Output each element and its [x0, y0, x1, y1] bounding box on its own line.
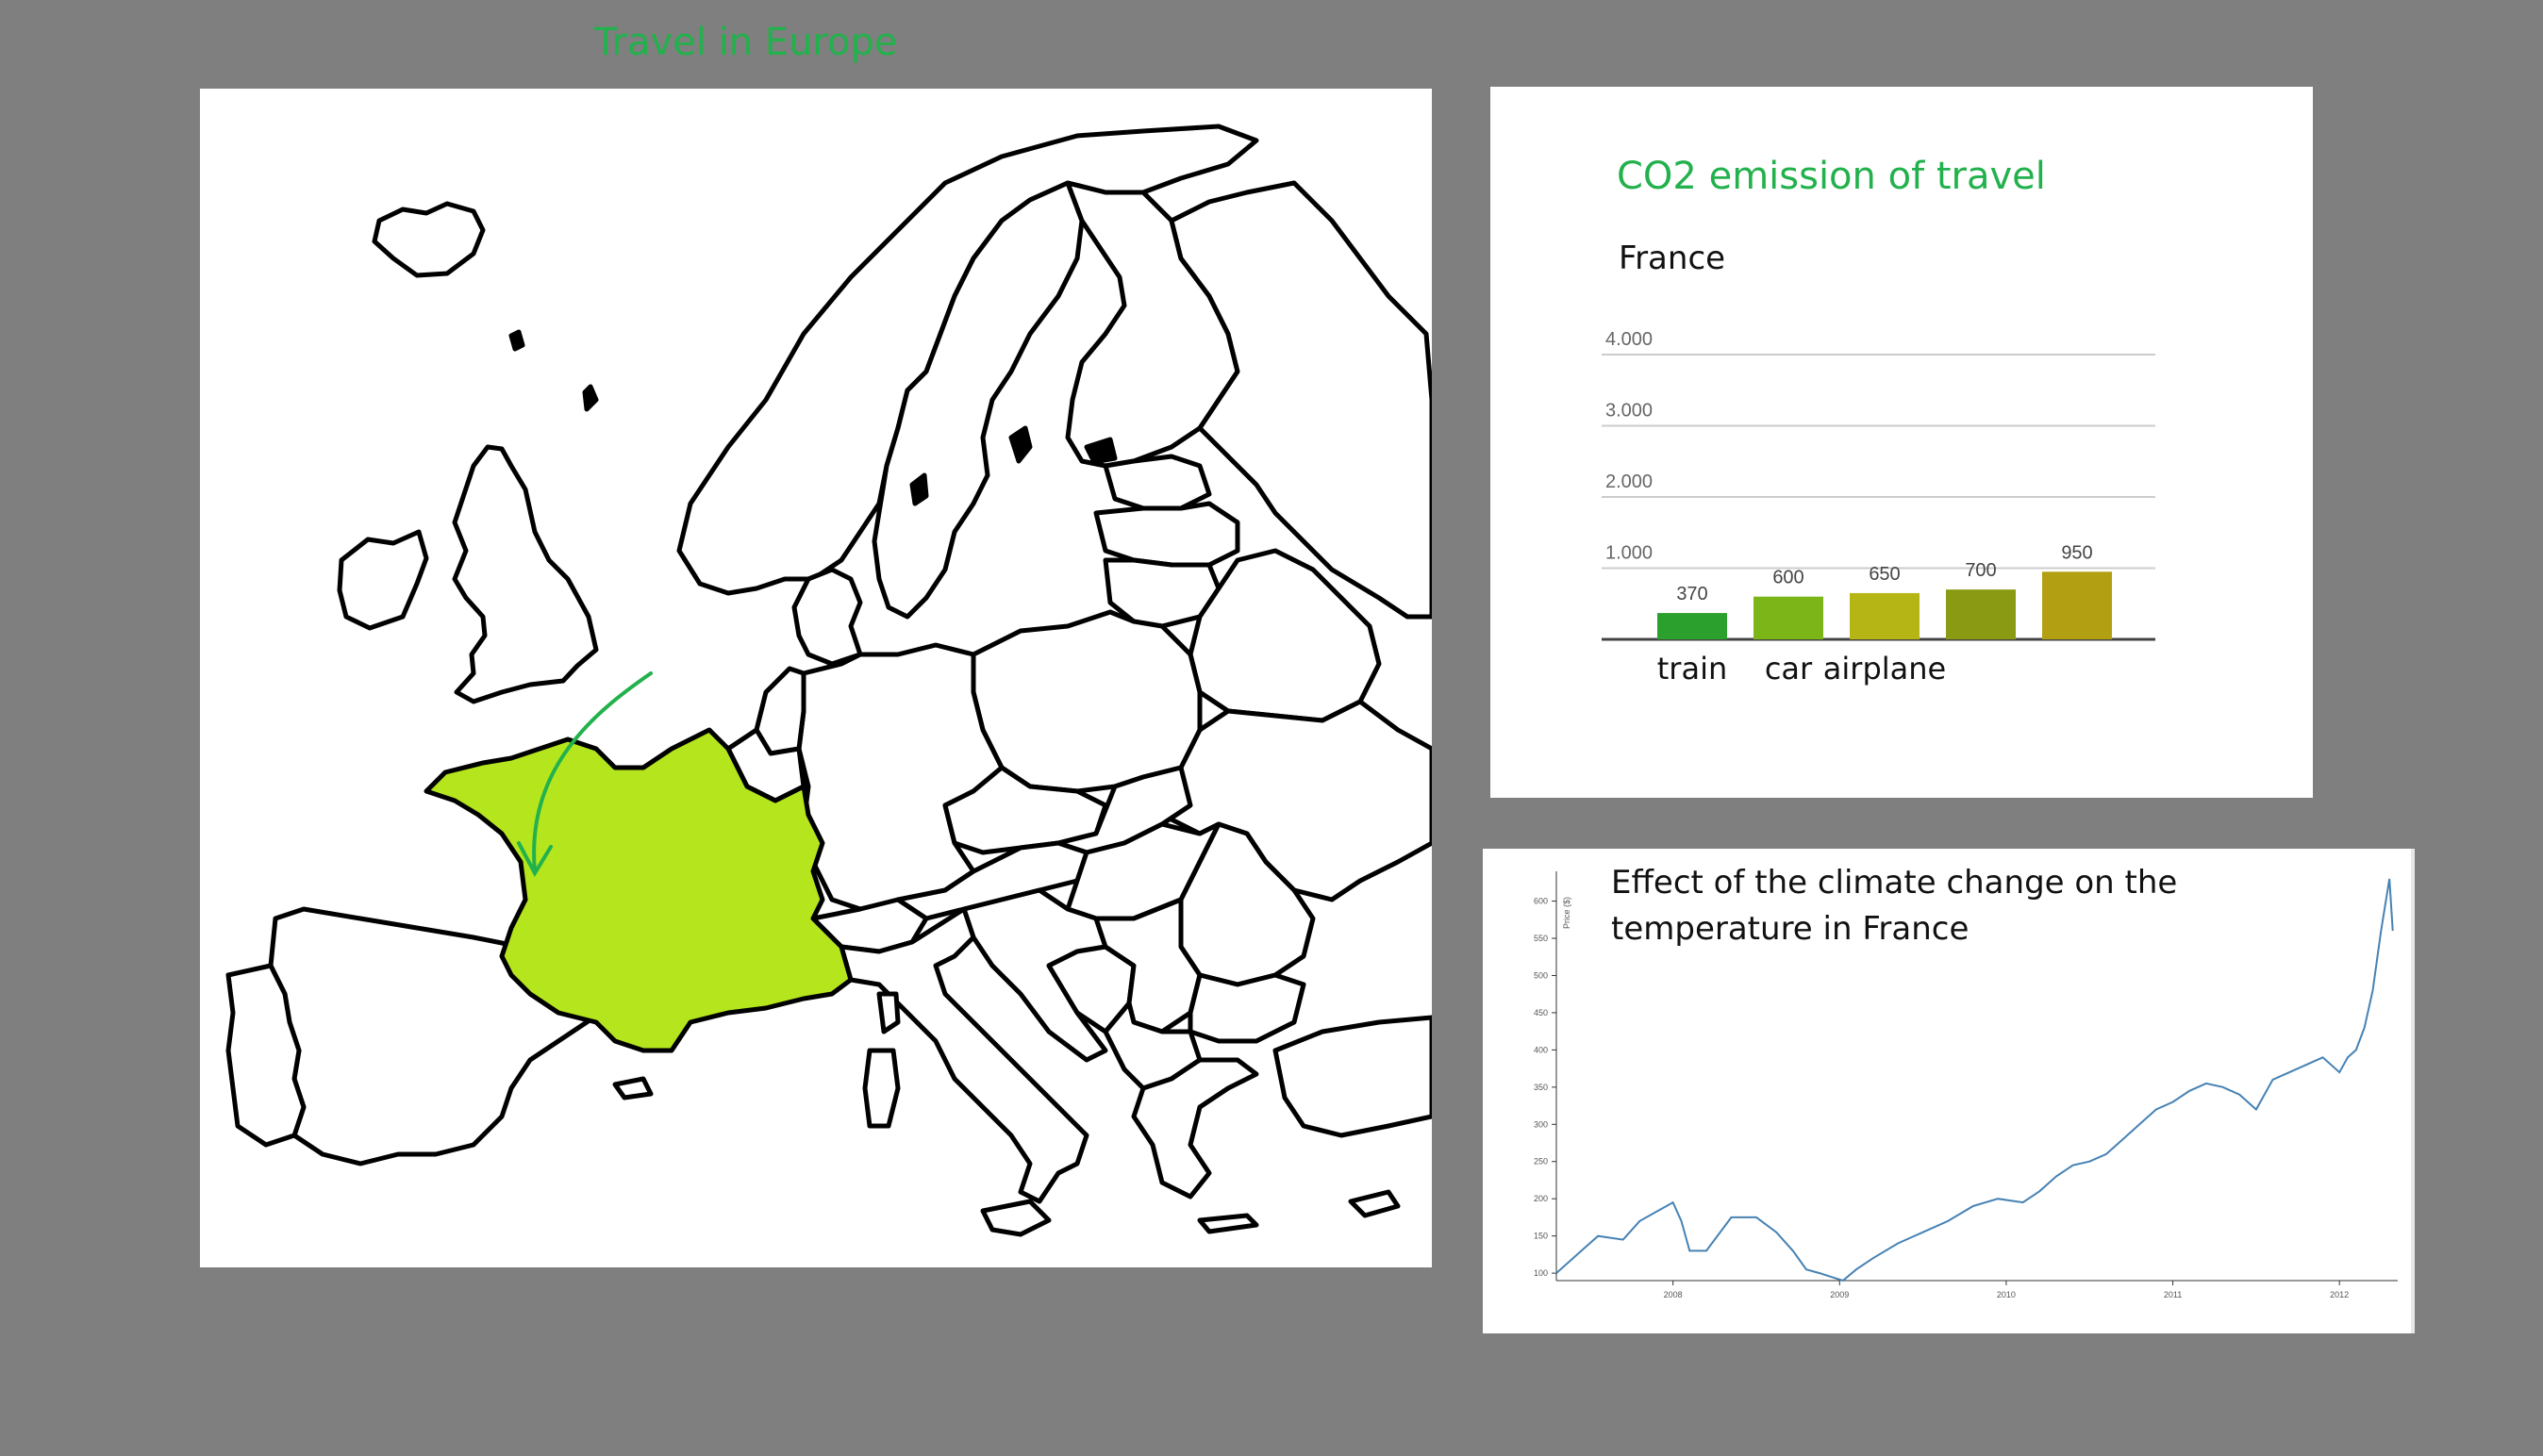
map-island-balearic: [612, 1076, 654, 1100]
map-country-ireland[interactable]: [337, 529, 429, 631]
co2-bar-value-label: 370: [1676, 584, 1707, 604]
map-country-denmark[interactable]: [791, 567, 863, 667]
map-country-estonia[interactable]: [1103, 454, 1212, 511]
climate-line-chart: 100 150 200 250 300 350 400 450 500 550 600 2008 200…: [1534, 871, 2398, 1299]
co2-y-tick-label: 2.000: [1605, 472, 1653, 492]
map-island-oland: [909, 472, 929, 506]
co2-category-label: airplane: [1823, 651, 1946, 687]
climate-y-axis-label: Price ($): [1562, 897, 1571, 929]
co2-bar: [2042, 571, 2112, 639]
co2-bar: [1657, 613, 1727, 639]
map-island-gotland: [1008, 425, 1033, 464]
climate-x-tick-label: 2012: [2330, 1290, 2349, 1299]
climate-card: 100 150 200 250 300 350 400 450 500 550 600 2008 200…: [1483, 849, 2415, 1333]
climate-card-title: Effect of the climate change on the temp…: [1611, 864, 2178, 948]
climate-y-tick-label: 400: [1534, 1045, 1548, 1054]
map-country-sweden[interactable]: [872, 180, 1085, 620]
map-country-greece[interactable]: [1131, 1057, 1259, 1200]
climate-y-tick-label: 350: [1534, 1083, 1548, 1092]
co2-y-tick-label: 3.000: [1605, 401, 1653, 422]
map-country-iceland[interactable]: [372, 201, 486, 278]
map-island-sicily: [980, 1199, 1052, 1237]
co2-bar-value-label: 950: [2061, 542, 2092, 563]
co2-y-tick-label: 4.000: [1605, 329, 1653, 350]
map-island-saaremaa: [1084, 437, 1118, 465]
map-country-latvia[interactable]: [1093, 501, 1240, 568]
climate-series-line: [1555, 878, 2394, 1282]
co2-card-title: CO2 emission of travel: [1617, 155, 2046, 198]
map-island-shetland: [582, 384, 599, 412]
climate-x-tick-label: 2011: [2164, 1290, 2182, 1299]
climate-y-tick-label: 550: [1534, 934, 1548, 943]
map-country-france[interactable]: [424, 727, 854, 1053]
map-country-germany[interactable]: [796, 642, 1005, 912]
climate-y-tick-label: 450: [1534, 1008, 1548, 1018]
co2-card: 1.000 2.000 3.000 4.000 370 train 600 car 650 air…: [1490, 87, 2313, 798]
map-country-bulgaria[interactable]: [1188, 972, 1306, 1044]
co2-bar: [1946, 589, 2016, 639]
map-country-serbia[interactable]: [1093, 897, 1203, 1034]
map-country-uk[interactable]: [452, 444, 599, 704]
map-island-sardinia: [862, 1048, 901, 1129]
page-title: Travel in Europe: [594, 21, 898, 64]
climate-y-tick-label: 300: [1534, 1119, 1548, 1129]
co2-bar-value-label: 700: [1965, 560, 1996, 581]
climate-y-tick-label: 500: [1534, 970, 1548, 980]
co2-y-tick-label: 1.000: [1605, 543, 1653, 564]
map-country-italy[interactable]: [839, 906, 1089, 1204]
map-country-poland[interactable]: [971, 609, 1203, 794]
climate-y-tick-label: 100: [1534, 1268, 1548, 1278]
map-country-russia[interactable]: [1169, 180, 1432, 620]
climate-x-tick-label: 2008: [1664, 1290, 1683, 1299]
co2-bar-chart: 1.000 2.000 3.000 4.000 370 train 600 car 650 air…: [1602, 329, 2155, 687]
map-island-cyprus: [1348, 1189, 1401, 1218]
map-country-belarus[interactable]: [1188, 548, 1382, 723]
climate-y-tick-label: 250: [1534, 1157, 1548, 1166]
co2-card-country: France: [1619, 240, 1726, 277]
map-country-portugal[interactable]: [225, 963, 307, 1148]
map-arrow-icon: [517, 671, 653, 878]
co2-category-label: car: [1765, 651, 1813, 687]
climate-y-tick-label: 150: [1534, 1232, 1548, 1241]
co2-bar: [1754, 596, 1823, 639]
europe-map: [200, 89, 1432, 1267]
map-country-turkey[interactable]: [1272, 1015, 1432, 1138]
map-island-corsica: [876, 991, 901, 1034]
climate-x-tick-label: 2009: [1830, 1290, 1849, 1299]
map-island-crete: [1197, 1213, 1259, 1234]
map-country-albania[interactable]: [1103, 1001, 1203, 1091]
climate-y-tick-label: 600: [1534, 897, 1548, 906]
climate-x-tick-label: 2010: [1997, 1290, 2016, 1299]
co2-category-label: train: [1657, 651, 1727, 687]
co2-bar-value-label: 650: [1869, 564, 1900, 585]
map-island-faroe: [508, 329, 525, 352]
co2-bar: [1850, 592, 1920, 639]
climate-y-tick-label: 200: [1534, 1194, 1548, 1203]
europe-map-svg: [225, 124, 1432, 1237]
co2-bar-value-label: 600: [1772, 568, 1803, 588]
